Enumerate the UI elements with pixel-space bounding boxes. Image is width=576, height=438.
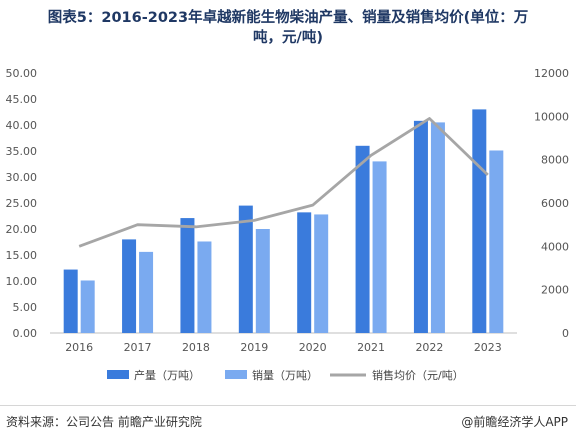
bar-sales [197,241,212,333]
bar-production [122,239,137,333]
chart-title-line1: 图表5：2016-2023年卓越新能生物柴油产量、销量及销售均价(单位：万 [47,10,529,26]
y-left-tick-label: 35.00 [6,145,38,158]
y-right-tick-label: 6000 [541,197,569,210]
bar-production [238,205,253,333]
legend-production-label: 产量（万吨） [134,368,200,382]
legend-sales-swatch [225,370,247,379]
y-right-tick-label: 2000 [541,284,569,297]
y-left-tick-label: 15.00 [6,249,38,262]
y-left-tick-label: 45.00 [6,93,38,106]
y-right-tick-label: 10000 [534,110,569,123]
bar-production [63,269,78,333]
bar-sales [430,122,445,334]
y-left-tick-label: 10.00 [6,275,38,288]
bars-group [63,109,504,334]
y-right-tick-label: 4000 [541,240,569,253]
brand-label: @前瞻经济学人APP [461,415,568,429]
bar-sales [255,229,270,333]
chart-title-line2: 吨，元/吨) [253,30,323,46]
bar-sales [314,214,329,333]
y-right-tick-label: 0 [562,327,569,340]
x-tick-label: 2018 [182,341,210,354]
y-left-tick-label: 5.00 [13,301,38,314]
x-tick-label: 2022 [415,341,443,354]
x-tick-label: 2016 [65,341,93,354]
y-axis-left: 0.00 5.00 10.00 15.00 20.00 25.00 30.00 35.00 40… [6,67,38,340]
x-tick-label: 2023 [474,341,502,354]
y-left-tick-label: 40.00 [6,119,38,132]
x-tick-label: 2021 [357,341,385,354]
y-right-tick-label: 8000 [541,154,569,167]
legend-sales-label: 销量（万吨） [252,368,318,382]
x-tick-label: 2020 [299,341,327,354]
price-line-group [78,117,489,248]
x-axis: 2016 2017 2018 2019 2020 2021 2022 2023 [50,332,517,354]
bar-sales [372,161,387,333]
y-left-tick-label: 50.00 [6,67,38,80]
bar-production [180,218,195,333]
y-axis-right: 0 2000 4000 6000 8000 10000 12000 [534,67,569,340]
bar-production [355,145,370,333]
y-left-tick-label: 0.00 [13,327,38,340]
bar-line-chart: 0.00 5.00 10.00 15.00 20.00 25.00 30.00 35.00 40… [6,67,570,382]
bar-sales [80,280,95,333]
footer-divider [0,405,576,406]
price-line [78,117,489,248]
x-tick-label: 2019 [240,341,268,354]
legend: 产量（万吨） 销量（万吨） 销售均价（元/吨） [107,368,464,382]
y-left-tick-label: 20.00 [6,223,38,236]
legend-price-label: 销售均价（元/吨） [372,368,464,382]
y-left-tick-label: 30.00 [6,171,38,184]
bar-production [472,109,487,334]
bar-production [413,120,428,333]
y-left-tick-label: 25.00 [6,197,38,210]
legend-production-swatch [107,370,129,379]
bar-sales [489,150,504,333]
bar-sales [139,251,154,333]
chart-title: 图表5：2016-2023年卓越新能生物柴油产量、销量及销售均价(单位：万 吨，… [0,8,576,48]
bar-production [297,212,312,333]
x-tick-label: 2017 [124,341,152,354]
source-note: 资料来源：公司公告 前瞻产业研究院 [6,415,202,429]
y-right-tick-label: 12000 [534,67,569,80]
